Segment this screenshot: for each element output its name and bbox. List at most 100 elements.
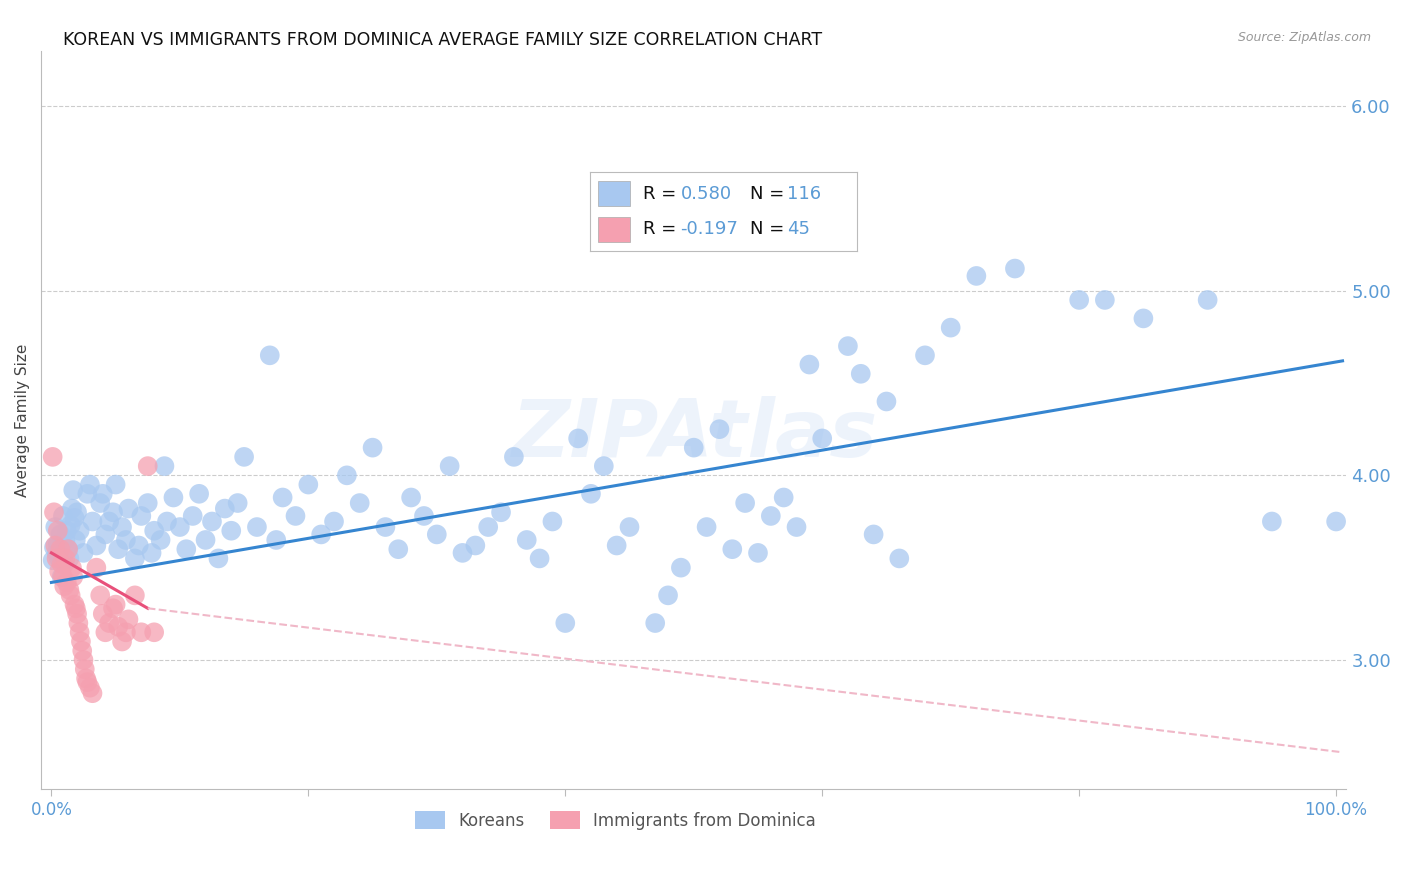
Point — [56, 524, 79, 538]
Point — [66, 505, 89, 519]
Point — [48, 565, 70, 579]
Text: N =: N = — [749, 185, 790, 202]
Point — [75, 672, 97, 686]
Point — [128, 539, 150, 553]
Point — [502, 450, 524, 464]
Point — [67, 615, 90, 630]
Point — [63, 511, 86, 525]
Point — [82, 515, 104, 529]
Point — [46, 536, 69, 550]
Point — [143, 625, 166, 640]
Point — [70, 634, 93, 648]
Point — [374, 520, 396, 534]
Point — [66, 607, 89, 621]
Point — [837, 339, 859, 353]
Point — [1004, 261, 1026, 276]
Point — [516, 533, 538, 547]
Point — [747, 546, 769, 560]
Bar — [598, 181, 630, 206]
Point — [439, 459, 461, 474]
Point — [45, 551, 67, 566]
Point — [1197, 293, 1219, 307]
Point — [111, 520, 134, 534]
Point — [86, 560, 108, 574]
Point — [862, 527, 884, 541]
Point — [59, 588, 82, 602]
Point — [56, 542, 79, 557]
Point — [181, 508, 204, 523]
Text: R =: R = — [643, 220, 682, 238]
Point — [336, 468, 359, 483]
Point — [1132, 311, 1154, 326]
Point — [811, 431, 834, 445]
Point — [579, 487, 602, 501]
Point — [60, 560, 83, 574]
Point — [49, 542, 72, 557]
Point — [58, 551, 80, 566]
Point — [56, 575, 79, 590]
Point — [162, 491, 184, 505]
Point — [201, 515, 224, 529]
Y-axis label: Average Family Size: Average Family Size — [15, 343, 30, 497]
Point — [55, 533, 77, 547]
Point — [63, 598, 86, 612]
Point — [65, 601, 87, 615]
Point — [657, 588, 679, 602]
Point — [156, 515, 179, 529]
Legend: Koreans, Immigrants from Dominica: Koreans, Immigrants from Dominica — [408, 805, 823, 837]
Point — [489, 505, 512, 519]
Point — [62, 570, 84, 584]
Point — [188, 487, 211, 501]
Point — [965, 268, 987, 283]
Point — [49, 527, 72, 541]
Point — [55, 551, 77, 566]
Point — [76, 675, 98, 690]
Point — [62, 483, 84, 497]
Point — [387, 542, 409, 557]
Bar — [598, 217, 630, 242]
Point — [309, 527, 332, 541]
Point — [79, 681, 101, 695]
Point — [799, 358, 821, 372]
Point — [259, 348, 281, 362]
Point — [214, 501, 236, 516]
Point — [644, 615, 666, 630]
Point — [136, 496, 159, 510]
Point — [70, 644, 93, 658]
Point — [124, 588, 146, 602]
Point — [53, 557, 76, 571]
Point — [1094, 293, 1116, 307]
Point — [45, 546, 67, 560]
Point — [696, 520, 718, 534]
Point — [117, 612, 139, 626]
Point — [52, 570, 75, 584]
Point — [219, 524, 242, 538]
Point — [141, 546, 163, 560]
Point — [42, 541, 65, 555]
Point — [124, 551, 146, 566]
Point — [111, 634, 134, 648]
Point — [477, 520, 499, 534]
Point — [91, 607, 114, 621]
Point — [669, 560, 692, 574]
Point — [107, 620, 129, 634]
Text: R =: R = — [643, 185, 682, 202]
Point — [41, 450, 63, 464]
Point — [143, 524, 166, 538]
Point — [91, 487, 114, 501]
Point — [721, 542, 744, 557]
Point — [101, 505, 124, 519]
Point — [914, 348, 936, 362]
Point — [51, 557, 73, 571]
Point — [69, 625, 91, 640]
Point — [82, 686, 104, 700]
Point — [413, 508, 436, 523]
Point — [772, 491, 794, 505]
Point — [709, 422, 731, 436]
Point — [875, 394, 897, 409]
Point — [939, 320, 962, 334]
Text: Source: ZipAtlas.com: Source: ZipAtlas.com — [1237, 31, 1371, 45]
Point — [79, 477, 101, 491]
Point — [889, 551, 911, 566]
Point — [76, 487, 98, 501]
